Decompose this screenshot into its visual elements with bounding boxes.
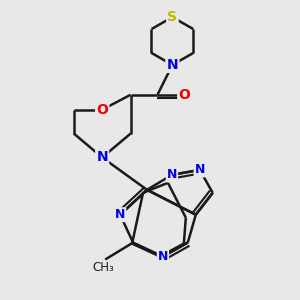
Text: N: N	[158, 250, 168, 263]
Text: N: N	[167, 168, 177, 182]
Text: O: O	[178, 88, 190, 102]
Text: N: N	[115, 208, 125, 221]
Text: S: S	[167, 10, 177, 24]
Text: S: S	[167, 10, 177, 24]
Text: N: N	[167, 58, 178, 72]
Text: N: N	[96, 151, 108, 164]
Text: CH₃: CH₃	[93, 261, 115, 274]
Text: O: O	[178, 88, 190, 102]
Text: N: N	[96, 151, 108, 164]
Text: O: O	[96, 103, 108, 117]
Text: N: N	[167, 58, 178, 72]
Text: O: O	[96, 103, 108, 117]
Text: N: N	[195, 164, 205, 176]
